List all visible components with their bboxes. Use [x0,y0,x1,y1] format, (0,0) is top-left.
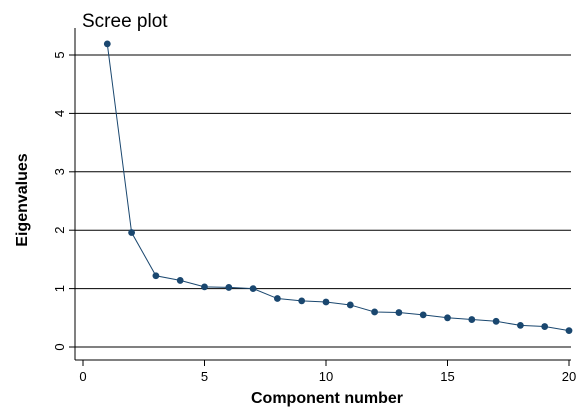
y-tick-label-1: 1 [52,285,67,292]
data-point-2 [128,229,136,236]
data-point-19 [541,323,549,330]
data-point-13 [395,309,403,316]
y-tick-label-0: 0 [52,343,67,350]
y-tick-label-3: 3 [52,168,67,175]
data-point-1 [103,40,111,48]
grid-lines [75,54,571,348]
data-point-5 [201,283,208,291]
data-point-8 [274,295,281,302]
y-tick-label-5: 5 [52,51,67,58]
x-axis-ticks: 0 5 10 15 20 [79,360,576,384]
data-point-16 [468,316,476,323]
data-point-12 [371,308,378,316]
data-point-4 [176,277,184,284]
series-layer [103,40,573,335]
y-axis-ticks: 0 1 2 3 4 5 [52,51,75,351]
y-axis-title: Eigenvalues [14,153,31,246]
x-tick-label-5: 5 [201,369,208,384]
data-point-14 [419,311,427,319]
chart-title: Scree plot [82,11,168,32]
data-point-17 [492,317,500,325]
data-point-7 [249,285,257,292]
y-tick-label-4: 4 [52,110,67,117]
series-line-0 [106,43,570,332]
data-point-9 [298,297,306,305]
data-point-10 [322,298,330,306]
data-point-6 [225,284,233,291]
data-point-3 [152,272,160,280]
y-tick-label-2: 2 [52,227,67,234]
data-point-15 [444,314,451,322]
x-axis-title: Component number [251,390,403,407]
x-tick-label-10: 10 [319,369,333,384]
data-point-18 [517,321,524,329]
data-point-11 [346,301,354,309]
data-point-20 [565,327,573,335]
x-tick-label-0: 0 [79,369,86,384]
x-tick-label-20: 20 [562,369,576,384]
x-tick-label-15: 15 [440,369,454,384]
